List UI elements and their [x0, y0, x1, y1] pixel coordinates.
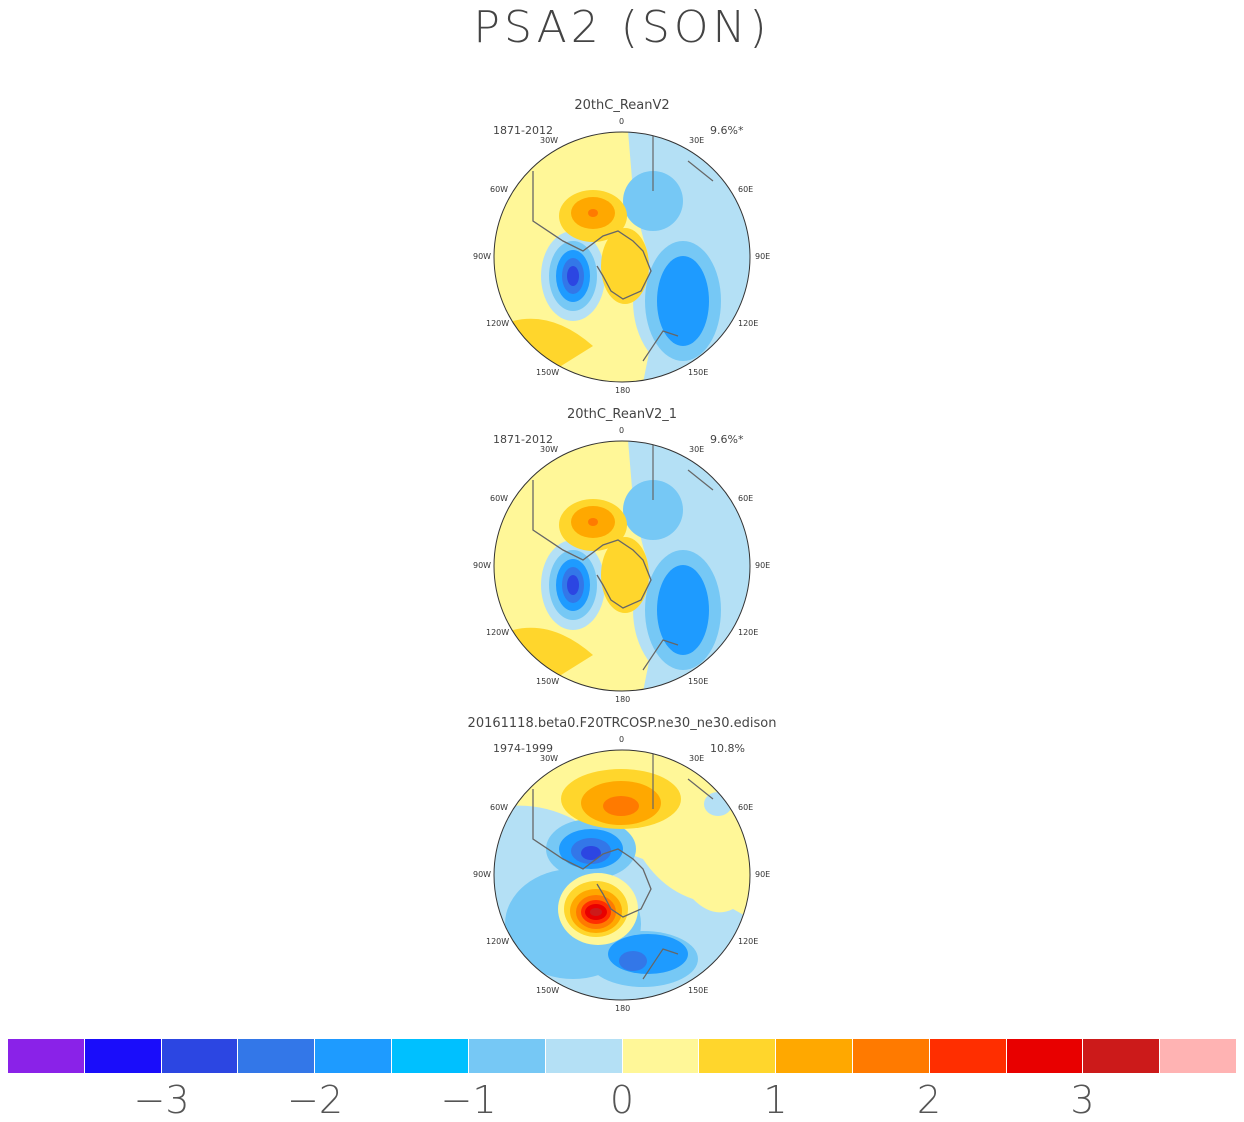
colorbar-segment: [622, 1039, 700, 1073]
panel-2-label-30w: 30W: [540, 445, 559, 454]
panel-1-label-60e: 60E: [738, 185, 754, 194]
colorbar-segment: [776, 1039, 853, 1073]
panel-2-label-120w: 120W: [486, 628, 510, 637]
panel-1-percent: 9.6%*: [710, 124, 744, 137]
panel-3-label-90e: 90E: [755, 870, 771, 879]
panel-2-label-60e: 60E: [738, 494, 754, 503]
panel-1-label-90w: 90W: [473, 252, 492, 261]
colorbar-segment: [929, 1039, 1007, 1073]
colorbar-segment: [84, 1039, 162, 1073]
panel-1-label-30e: 30E: [689, 136, 705, 145]
panel-1-label-60w: 60W: [490, 185, 509, 194]
panel-3-label-150e: 150E: [688, 986, 709, 995]
colorbar-tick-label: −3: [133, 1078, 190, 1122]
panel-1-label-30w: 30W: [540, 136, 559, 145]
colorbar-tick-label: 2: [916, 1078, 942, 1122]
main-title: PSA2 (SON): [473, 2, 771, 53]
colorbar: [8, 1039, 1236, 1073]
colorbar-segment: [1160, 1039, 1236, 1073]
colorbar-tick-label: 0: [609, 1078, 635, 1122]
panel-3-label-30e: 30E: [689, 754, 705, 763]
colorbar-segment: [315, 1039, 393, 1073]
panel-1-label-0: 0: [619, 117, 625, 126]
panel-3-title: 20161118.beta0.F20TRCOSP.ne30_ne30.ediso…: [467, 716, 777, 731]
panel-2-label-90e: 90E: [755, 561, 771, 570]
panel-3-label-150w: 150W: [536, 986, 560, 995]
colorbar-segment: [161, 1039, 239, 1073]
colorbar-tick-label: −1: [440, 1078, 497, 1122]
colorbar-segment: [545, 1039, 623, 1073]
panel-2-map: [493, 440, 751, 692]
colorbar-tick-label: 3: [1070, 1078, 1095, 1122]
colorbar-tick-label: 1: [763, 1078, 788, 1122]
panel-1-map: [493, 131, 751, 383]
colorbar-segment: [1083, 1039, 1161, 1073]
panel-3-label-180: 180: [615, 1004, 631, 1013]
panel-2-label-60w: 60W: [490, 494, 509, 503]
panel-2-label-30e: 30E: [689, 445, 705, 454]
panel-1-label-90e: 90E: [755, 252, 771, 261]
panel-3-label-90w: 90W: [473, 870, 492, 879]
panel-3-percent: 10.8%: [710, 742, 745, 755]
panel-1-label-150w: 150W: [536, 368, 560, 377]
colorbar-segment: [699, 1039, 777, 1073]
colorbar-segment: [852, 1039, 930, 1073]
colorbar-segment: [1006, 1039, 1084, 1073]
panel-3-label-120e: 120E: [738, 937, 759, 946]
panel-3-label-60w: 60W: [490, 803, 509, 812]
panel-2-label-120e: 120E: [738, 628, 759, 637]
panel-3-years: 1974-1999: [493, 742, 553, 755]
panel-2-title: 20thC_ReanV2_1: [566, 407, 678, 422]
panel-1-label-150e: 150E: [688, 368, 709, 377]
panel-3-label-30w: 30W: [540, 754, 559, 763]
panel-1-label-180: 180: [615, 386, 631, 395]
colorbar-segment: [468, 1039, 546, 1073]
colorbar-segment: [8, 1039, 85, 1073]
panel-3-label-120w: 120W: [486, 937, 510, 946]
panel-2-label-0: 0: [619, 426, 625, 435]
panel-3-map: [493, 749, 751, 1001]
colorbar-segment: [392, 1039, 469, 1073]
panel-3-label-60e: 60E: [738, 803, 754, 812]
panel-1-years: 1871-2012: [493, 124, 553, 137]
panel-2-years: 1871-2012: [493, 433, 553, 446]
panel-1-title: 20thC_ReanV2: [574, 98, 670, 113]
panel-1-label-120e: 120E: [738, 319, 759, 328]
panel-2-percent: 9.6%*: [710, 433, 744, 446]
colorbar-tick-label: −2: [286, 1078, 344, 1122]
colorbar-segment: [238, 1039, 316, 1073]
panel-1-label-120w: 120W: [486, 319, 510, 328]
panel-3-label-0: 0: [619, 735, 625, 744]
panel-2-label-150e: 150E: [688, 677, 709, 686]
panel-2-label-150w: 150W: [536, 677, 560, 686]
panel-2-label-90w: 90W: [473, 561, 492, 570]
panel-2-label-180: 180: [615, 695, 631, 704]
